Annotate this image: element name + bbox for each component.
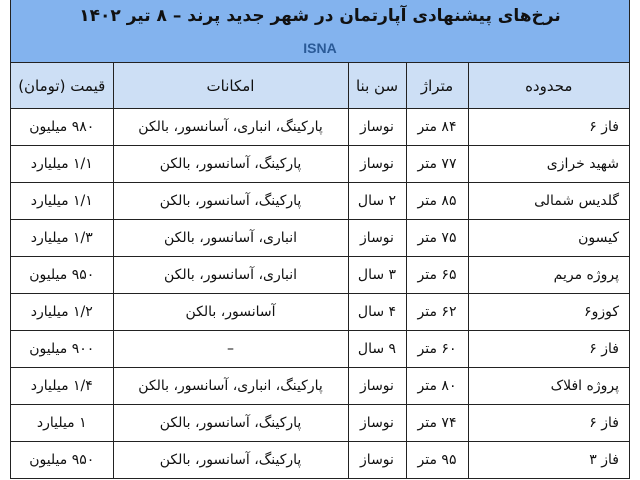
region-cell: گلدیس شمالی	[467, 182, 629, 220]
amenities-cell: پارکینگ، آسانسور، بالکن	[112, 145, 349, 183]
table-row: فاز ۶ ۶۰ متر ۹ سال –۹۰۰ میلیون	[11, 330, 629, 368]
column-header-amenities: امکانات	[112, 63, 349, 109]
table-row: شهید خرازی ۷۷ متر نوساز پارکینگ، آسانسور، ب…	[11, 145, 629, 183]
age-cell: ۴ سال	[347, 293, 407, 331]
area-cell: ۸۴ متر	[405, 108, 469, 146]
price-cell: ۱/۲ میلیارد	[11, 293, 114, 331]
amenities-cell: پارکینگ، آسانسور، بالکن	[112, 182, 349, 220]
amenities-cell: پارکینگ، آسانسور، بالکن	[112, 404, 349, 442]
age-cell: ۲ سال	[347, 182, 407, 220]
age-cell: نوساز	[347, 404, 407, 442]
table-row: کیسون ۷۵ متر نوساز انباری، آسانسور، بالکن ۱/…	[11, 219, 629, 257]
area-cell: ۷۴ متر	[405, 404, 469, 442]
area-cell: ۹۵ متر	[405, 441, 469, 479]
price-table-card: نرخ‌های پیشنهادی آپارتمان در شهر جدید پر…	[10, 0, 630, 479]
table-row: گلدیس شمالی ۸۵ متر ۲ سال پارکینگ، آسانسور، …	[11, 182, 629, 220]
price-table: محدوده متراژ سن بنا امکانات قیمت (تومان)…	[11, 63, 629, 479]
brand-label: ISNA	[303, 40, 337, 56]
price-cell: ۱ میلیارد	[11, 404, 114, 442]
column-header-region: محدوده	[467, 63, 629, 109]
region-cell: پروژه افلاک	[467, 367, 629, 405]
region-cell: کوزو۶	[467, 293, 629, 331]
table-row: پروژه مریم ۶۵ متر ۳ سال انباری، آسانسور، با…	[11, 256, 629, 294]
area-cell: ۶۲ متر	[405, 293, 469, 331]
area-cell: ۷۷ متر	[405, 145, 469, 183]
price-cell: ۱/۱ میلیارد	[11, 182, 114, 220]
table-row: فاز ۳ ۹۵ متر نوساز پارکینگ، آسانسور، بالکن ۹…	[11, 441, 629, 479]
table-title: نرخ‌های پیشنهادی آپارتمان در شهر جدید پر…	[79, 6, 561, 26]
region-cell: فاز ۳	[467, 441, 629, 479]
region-cell: فاز ۶	[467, 404, 629, 442]
age-cell: نوساز	[347, 367, 407, 405]
region-cell: فاز ۶	[467, 108, 629, 146]
area-cell: ۶۵ متر	[405, 256, 469, 294]
price-cell: ۱/۴ میلیارد	[11, 367, 114, 405]
age-cell: ۳ سال	[347, 256, 407, 294]
age-cell: نوساز	[347, 108, 407, 146]
table-row: فاز ۶ ۷۴ متر نوساز پارکینگ، آسانسور، بالکن ۱…	[11, 404, 629, 442]
price-cell: ۱/۱ میلیارد	[11, 145, 114, 183]
area-cell: ۶۰ متر	[405, 330, 469, 368]
column-header-age: سن بنا	[347, 63, 407, 109]
amenities-cell: پارکینگ، آسانسور، بالکن	[112, 441, 349, 479]
table-row: کوزو۶ ۶۲ متر ۴ سال آسانسور، بالکن ۱/۲ میلیار…	[11, 293, 629, 331]
age-cell: ۹ سال	[347, 330, 407, 368]
area-cell: ۸۰ متر	[405, 367, 469, 405]
age-cell: نوساز	[347, 219, 407, 257]
amenities-cell: انباری، آسانسور، بالکن	[112, 219, 349, 257]
amenities-cell: پارکینگ، انباری، آسانسور، بالکن	[112, 108, 349, 146]
table-row: فاز ۶ ۸۴ متر نوساز پارکینگ، انباری، آسانسور…	[11, 108, 629, 146]
area-cell: ۸۵ متر	[405, 182, 469, 220]
amenities-cell: آسانسور، بالکن	[112, 293, 349, 331]
amenities-cell: –	[112, 330, 349, 368]
region-cell: شهید خرازی	[467, 145, 629, 183]
price-cell: ۹۵۰ میلیون	[11, 441, 114, 479]
region-cell: فاز ۶	[467, 330, 629, 368]
column-header-price: قیمت (تومان)	[11, 63, 114, 109]
table-row: پروژه افلاک ۸۰ متر نوساز پارکینگ، انباری، آ…	[11, 367, 629, 405]
price-cell: ۱/۳ میلیارد	[11, 219, 114, 257]
price-cell: ۹۸۰ میلیون	[11, 108, 114, 146]
price-cell: ۹۵۰ میلیون	[11, 256, 114, 294]
header-row: محدوده متراژ سن بنا امکانات قیمت (تومان)	[11, 63, 629, 109]
title-band: نرخ‌های پیشنهادی آپارتمان در شهر جدید پر…	[11, 0, 629, 63]
region-cell: پروژه مریم	[467, 256, 629, 294]
column-header-area: متراژ	[405, 63, 469, 109]
amenities-cell: پارکینگ، انباری، آسانسور، بالکن	[112, 367, 349, 405]
age-cell: نوساز	[347, 441, 407, 479]
price-cell: ۹۰۰ میلیون	[11, 330, 114, 368]
age-cell: نوساز	[347, 145, 407, 183]
area-cell: ۷۵ متر	[405, 219, 469, 257]
region-cell: کیسون	[467, 219, 629, 257]
amenities-cell: انباری، آسانسور، بالکن	[112, 256, 349, 294]
